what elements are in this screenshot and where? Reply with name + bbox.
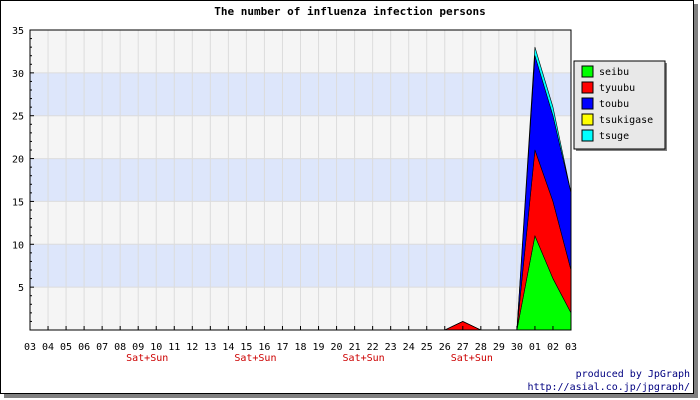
x-tick-label: 23 bbox=[385, 342, 397, 353]
x-tick-label: 05 bbox=[60, 342, 72, 353]
credit-line-2: http://asial.co.jp/jpgraph/ bbox=[527, 382, 690, 393]
legend-label-tyuubu: tyuubu bbox=[599, 83, 635, 94]
x-tick-label: 16 bbox=[258, 342, 270, 353]
x-tick-label: 22 bbox=[367, 342, 379, 353]
legend-swatch-seibu bbox=[581, 65, 594, 78]
weekend-label: Sat+Sun bbox=[126, 353, 168, 364]
x-tick-label: 02 bbox=[547, 342, 559, 353]
x-tick-label: 08 bbox=[114, 342, 126, 353]
y-tick-label: 30 bbox=[12, 69, 24, 80]
legend-label-tsukigase: tsukigase bbox=[599, 115, 653, 126]
y-tick-label: 10 bbox=[12, 240, 24, 251]
x-tick-label: 28 bbox=[475, 342, 487, 353]
legend: seibu tyuubu toubu tsukigase tsuge bbox=[573, 60, 667, 151]
weekend-label: Sat+Sun bbox=[451, 353, 493, 364]
chart-title: The number of influenza infection person… bbox=[214, 5, 486, 18]
x-tick-label: 27 bbox=[457, 342, 469, 353]
weekend-label: Sat+Sun bbox=[343, 353, 385, 364]
x-tick-label: 26 bbox=[439, 342, 451, 353]
x-tick-label: 13 bbox=[204, 342, 216, 353]
legend-swatch-toubu bbox=[581, 97, 594, 110]
y-tick-label: 5 bbox=[18, 283, 24, 294]
x-tick-label: 30 bbox=[511, 342, 523, 353]
x-tick-label: 04 bbox=[42, 342, 54, 353]
x-tick-label: 18 bbox=[294, 342, 306, 353]
x-tick-label: 03 bbox=[24, 342, 36, 353]
legend-label-tsuge: tsuge bbox=[599, 131, 629, 142]
weekend-labels: Sat+Sun Sat+Sun Sat+Sun Sat+Sun bbox=[126, 353, 493, 364]
x-tick-label: 07 bbox=[96, 342, 108, 353]
x-tick-label: 14 bbox=[222, 342, 234, 353]
y-tick-label: 20 bbox=[12, 155, 24, 166]
x-tick-label: 11 bbox=[168, 342, 180, 353]
x-tick-label: 21 bbox=[349, 342, 361, 353]
y-tick-label: 25 bbox=[12, 112, 24, 123]
y-tick-label: 15 bbox=[12, 197, 24, 208]
x-tick-label: 17 bbox=[276, 342, 288, 353]
x-tick-label: 10 bbox=[150, 342, 162, 353]
legend-label-toubu: toubu bbox=[599, 99, 629, 110]
y-tick-label: 35 bbox=[12, 26, 24, 37]
x-tick-label: 29 bbox=[493, 342, 505, 353]
x-tick-label: 24 bbox=[403, 342, 415, 353]
x-tick-label: 19 bbox=[313, 342, 325, 353]
legend-swatch-tyuubu bbox=[581, 81, 594, 94]
x-tick-label: 15 bbox=[240, 342, 252, 353]
x-tick-label: 06 bbox=[78, 342, 90, 353]
legend-swatch-tsuge bbox=[581, 129, 594, 142]
x-tick-label: 03 bbox=[565, 342, 577, 353]
weekend-label: Sat+Sun bbox=[234, 353, 276, 364]
x-tick-label: 20 bbox=[331, 342, 343, 353]
x-tick-label: 25 bbox=[421, 342, 433, 353]
credit-line-1: produced by JpGraph bbox=[576, 369, 690, 380]
x-tick-label: 09 bbox=[132, 342, 144, 353]
y-axis: 5 10 15 20 25 30 35 bbox=[12, 26, 34, 322]
x-tick-label: 01 bbox=[529, 342, 541, 353]
legend-label-seibu: seibu bbox=[599, 67, 629, 78]
legend-swatch-tsukigase bbox=[581, 113, 594, 126]
x-tick-label: 12 bbox=[186, 342, 198, 353]
x-axis: 03 04 05 06 07 08 09 10 11 12 13 14 15 16 17 18 19 20 21 22… bbox=[24, 326, 577, 353]
